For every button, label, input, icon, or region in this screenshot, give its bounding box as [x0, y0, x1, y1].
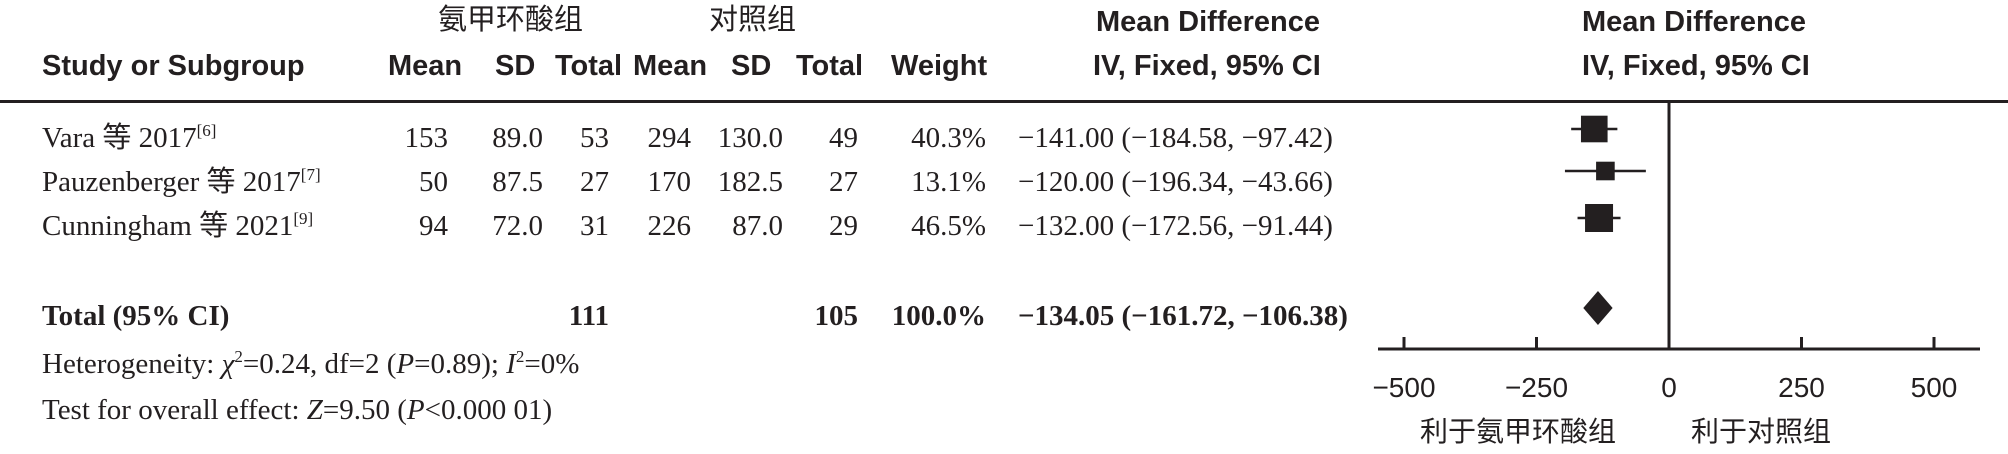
effect-header-line1: Mean Difference [1096, 6, 1321, 38]
x-tick-label: −250 [1505, 372, 1568, 403]
ci-text: −141.00 (−184.58, −97.42) [1018, 122, 1333, 154]
ctl-sd: 130.0 [717, 122, 783, 154]
effect-square [1596, 161, 1615, 181]
exp-sd: 89.0 [492, 122, 543, 154]
ctl-mean: 170 [647, 166, 692, 198]
ci-text: −132.00 (−172.56, −91.44) [1018, 210, 1333, 242]
total-diamond [1583, 291, 1613, 325]
favours-left-label: 利于氨甲环酸组 [1420, 416, 1617, 447]
total-weight: 100.0% [891, 300, 986, 332]
total-ctl-total: 105 [814, 300, 859, 332]
exp-mean: 94 [419, 210, 448, 242]
ctl-mean: 226 [647, 210, 692, 242]
total-ci-text: −134.05 (−161.72, −106.38) [1018, 300, 1348, 332]
exp-total: 31 [580, 210, 609, 242]
col-header-exp-sd: SD [495, 50, 536, 82]
effect-square [1580, 115, 1608, 143]
favours-right-label: 利于对照组 [1691, 416, 1832, 447]
ctl-total: 29 [829, 210, 858, 242]
group-header-control: 对照组 [709, 4, 797, 36]
effect-header-line2: IV, Fixed, 95% CI [1093, 50, 1321, 82]
ci-text: −120.00 (−196.34, −43.66) [1018, 166, 1333, 198]
weight: 40.3% [911, 122, 986, 154]
heterogeneity-line: Heterogeneity: χ2=0.24, df=2 (P=0.89); I… [42, 347, 580, 380]
effect-square [1585, 204, 1614, 232]
plot-header-line1: Mean Difference [1582, 6, 1807, 38]
exp-total: 53 [580, 122, 609, 154]
exp-sd: 72.0 [492, 210, 543, 242]
plot-header-line2: IV, Fixed, 95% CI [1582, 50, 1810, 82]
x-tick-label: −500 [1372, 372, 1435, 403]
ctl-sd: 182.5 [717, 166, 783, 198]
col-header-exp-mean: Mean [388, 50, 463, 82]
header-rule [0, 100, 2008, 103]
group-header-experimental: 氨甲环酸组 [438, 4, 584, 36]
total-exp-total: 111 [568, 300, 609, 332]
x-tick-label: 0 [1661, 372, 1677, 403]
study-name: Pauzenberger 等 2017[7] [42, 165, 321, 198]
overall-effect-line: Test for overall effect: Z=9.50 (P<0.000… [42, 394, 553, 426]
weight: 13.1% [911, 166, 986, 198]
col-header-ctl-mean: Mean [633, 50, 708, 82]
study-name: Vara 等 2017[6] [42, 121, 217, 154]
col-header-ctl-total: Total [796, 50, 864, 82]
study-name: Cunningham 等 2021[9] [42, 209, 314, 242]
col-header-ctl-sd: SD [731, 50, 772, 82]
col-header-weight: Weight [891, 50, 988, 82]
x-tick-label: 250 [1778, 372, 1825, 403]
weight: 46.5% [911, 210, 986, 242]
ctl-total: 27 [829, 166, 858, 198]
col-header-exp-total: Total [555, 50, 623, 82]
exp-sd: 87.5 [492, 166, 543, 198]
ctl-mean: 294 [647, 122, 692, 154]
ctl-sd: 87.0 [732, 210, 783, 242]
total-label: Total (95% CI) [42, 300, 230, 332]
col-header-study: Study or Subgroup [42, 50, 305, 82]
exp-mean: 50 [419, 166, 448, 198]
exp-total: 27 [580, 166, 609, 198]
x-tick-label: 500 [1911, 372, 1958, 403]
exp-mean: 153 [404, 122, 449, 154]
ctl-total: 49 [829, 122, 858, 154]
